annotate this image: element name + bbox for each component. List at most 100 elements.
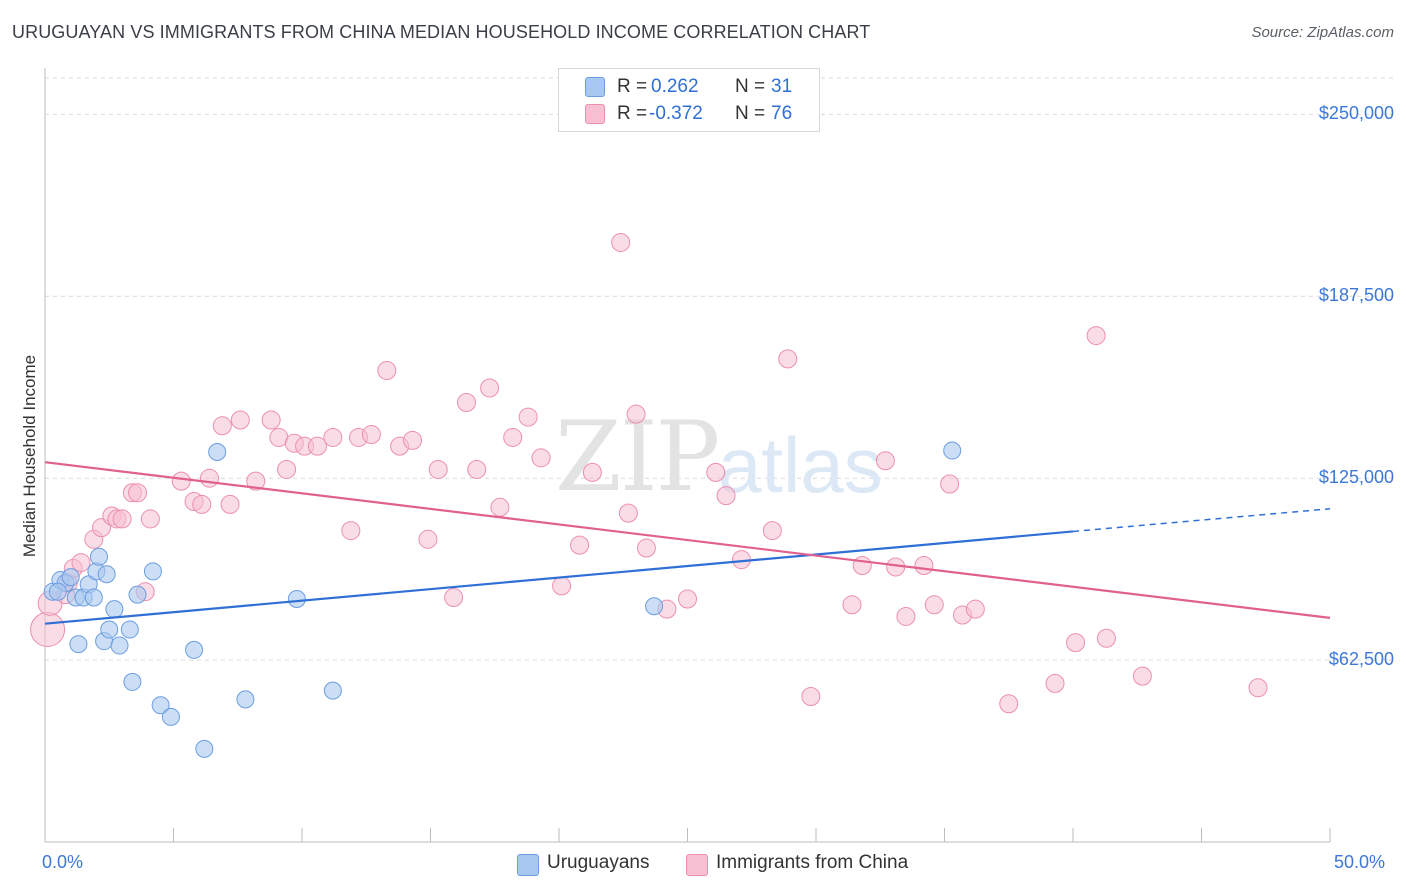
legend-row-immigrants-from-china: R = -0.372 N = 76 [559,101,819,127]
pink-data-point [778,349,798,369]
pink-data-point [246,471,266,491]
legend-r-label: R = [617,103,648,124]
legend-n-label: N = [735,103,766,124]
blue-data-point [208,442,227,461]
source-label: Source: ZipAtlas.com [1251,24,1394,41]
pink-data-point [230,410,250,430]
pink-data-point [611,232,631,252]
pink-data-point [1248,678,1268,698]
pink-data-point [261,410,281,430]
legend-r-label: R = [617,76,648,97]
pink-data-point [1045,673,1065,693]
x-tick-label-max: 50.0% [1334,852,1386,872]
blue-data-point [943,441,962,460]
pink-data-point [418,529,438,549]
blue-data-point [120,620,139,639]
uruguayans-trend-line [44,530,1074,625]
pink-data-point [128,483,148,503]
blue-data-point [161,707,180,726]
pink-data-point [467,459,487,479]
bottom-legend-label: Immigrants from China [716,852,909,873]
pink-data-point [341,521,361,541]
pink-data-point [140,509,160,529]
pink-data-point [192,494,212,514]
legend-swatch-blue [585,77,605,97]
blue-data-point [110,636,129,655]
pink-data-point [212,416,232,436]
legend-swatch-pink [686,854,708,876]
pink-data-point [480,378,500,398]
legend-n-value: 31 [771,76,793,97]
pink-data-point [307,436,327,456]
pink-data-point [277,459,297,479]
pink-data-point [428,459,448,479]
pink-data-point [220,494,240,514]
series-immigrants-from-china [30,232,1268,714]
immigrants-trend-line [44,461,1331,619]
legend-swatch-pink [585,104,605,124]
legend-n-label: N = [735,76,766,97]
pink-data-point [1096,628,1116,648]
pink-data-point [716,486,736,506]
blue-data-point [48,582,67,601]
pink-data-point [377,361,397,381]
blue-data-point [84,588,103,607]
pink-data-point [531,448,551,468]
grid-lines [45,77,1395,661]
chart-title: URUGUAYAN VS IMMIGRANTS FROM CHINA MEDIA… [12,22,871,42]
pink-data-point [626,404,646,424]
pink-data-point [965,599,985,619]
pink-data-point [552,576,572,596]
pink-data-point [896,606,916,626]
blue-data-point [89,547,108,566]
blue-data-point [195,739,214,758]
pink-data-point [842,595,862,615]
pink-data-point [1086,326,1106,346]
pink-data-point [762,521,782,541]
pink-data-point [999,694,1019,714]
pink-data-point [706,462,726,482]
pink-data-point [582,462,602,482]
bottom-legend-label: Uruguayans [547,852,650,873]
pink-data-point [1132,666,1152,686]
blue-data-point [645,597,664,616]
blue-data-point [69,635,88,654]
blue-data-point [287,589,306,608]
pink-data-point [801,686,821,706]
legend-swatch-blue [517,854,539,876]
blue-data-point [323,681,342,700]
pink-data-point [852,556,872,576]
pink-data-point [171,471,191,491]
blue-data-point [185,640,204,659]
legend-r-value: -0.372 [649,103,703,124]
y-axis-label: Median Household Income [20,354,39,558]
y-tick-label: $125,000 [1318,467,1394,488]
legend-r-value: 0.262 [651,76,699,97]
pink-data-point [444,588,464,608]
pink-data-point [71,553,91,573]
legend-row-uruguayans: R = 0.262 N = 31 [559,74,819,100]
pink-data-point [503,427,523,447]
blue-data-point [128,585,147,604]
blue-data-point [100,620,119,639]
blue-data-point [123,672,142,691]
pink-data-point [636,538,656,558]
pink-data-point [323,427,343,447]
blue-data-point [97,565,116,584]
watermark-atlas: atlas [718,421,883,509]
trend-lines [44,461,1331,625]
pink-data-point [618,503,638,523]
pink-data-point [1066,633,1086,653]
pink-data-point [490,497,510,517]
pink-data-point [875,451,895,471]
pink-data-point [518,407,538,427]
y-tick-label: $250,000 [1318,103,1394,124]
pink-data-point [940,474,960,494]
pink-data-point [30,612,66,648]
y-tick-label: $62,500 [1328,649,1394,670]
pink-data-point [678,589,697,609]
pink-data-point [914,556,934,576]
pink-data-point [456,393,476,413]
blue-data-point [61,568,80,587]
